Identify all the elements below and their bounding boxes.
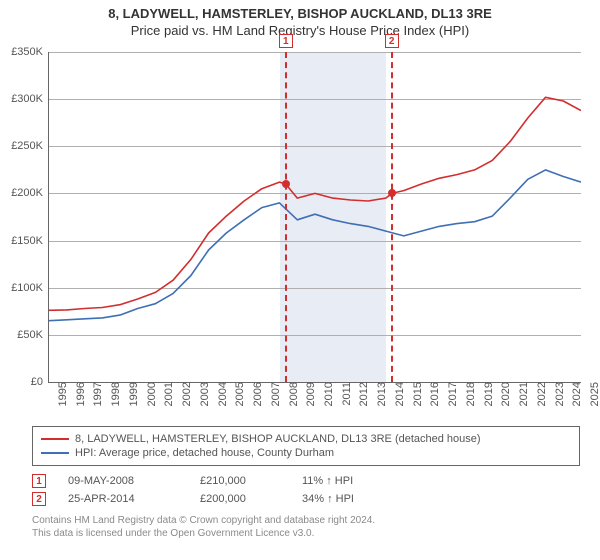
sale-hpi-delta: 34% ↑ HPI (302, 493, 392, 505)
sale-price: £200,000 (200, 493, 280, 505)
y-tick-label: £350K (11, 46, 49, 58)
x-tick-label: 2003 (195, 382, 211, 406)
x-tick-label: 2009 (301, 382, 317, 406)
x-tick-label: 2015 (408, 382, 424, 406)
x-tick-label: 2019 (479, 382, 495, 406)
series-hpi (49, 170, 581, 321)
page-subtitle: Price paid vs. HM Land Registry's House … (0, 23, 600, 38)
sale-flag-icon: 2 (32, 492, 46, 506)
series-property (49, 97, 581, 310)
y-tick-label: £50K (17, 329, 49, 341)
x-tick-label: 2018 (461, 382, 477, 406)
sale-hpi-delta: 11% ↑ HPI (302, 475, 392, 487)
x-tick-label: 1999 (124, 382, 140, 406)
x-tick-label: 2020 (496, 382, 512, 406)
sales-table: 1 09-MAY-2008 £210,000 11% ↑ HPI 2 25-APR-201… (32, 474, 580, 506)
sale-date: 09-MAY-2008 (68, 475, 178, 487)
x-tick-label: 2017 (443, 382, 459, 406)
x-tick-label: 2025 (585, 382, 600, 406)
y-tick-label: £300K (11, 93, 49, 105)
legend-swatch (41, 438, 69, 440)
y-tick-label: £150K (11, 235, 49, 247)
sale-price: £210,000 (200, 475, 280, 487)
x-tick-label: 1997 (88, 382, 104, 406)
x-tick-label: 2010 (319, 382, 335, 406)
y-tick-label: £200K (11, 187, 49, 199)
y-tick-label: £0 (31, 376, 49, 388)
series-lines (49, 52, 581, 382)
legend-label: HPI: Average price, detached house, Coun… (75, 447, 334, 459)
x-tick-label: 1995 (53, 382, 69, 406)
legend-row: 8, LADYWELL, HAMSTERLEY, BISHOP AUCKLAND… (41, 433, 571, 445)
x-tick-label: 1998 (106, 382, 122, 406)
x-tick-label: 2014 (390, 382, 406, 406)
x-tick-label: 2002 (177, 382, 193, 406)
price-chart: 12 £0£50K£100K£150K£200K£250K£300K£350K1… (48, 52, 581, 383)
x-tick-label: 2024 (567, 382, 583, 406)
x-tick-label: 2001 (159, 382, 175, 406)
page-title: 8, LADYWELL, HAMSTERLEY, BISHOP AUCKLAND… (0, 6, 600, 21)
x-tick-label: 2013 (372, 382, 388, 406)
legend-row: HPI: Average price, detached house, Coun… (41, 447, 571, 459)
x-tick-label: 2016 (425, 382, 441, 406)
x-tick-label: 2021 (514, 382, 530, 406)
x-tick-label: 2011 (337, 382, 353, 406)
y-tick-label: £100K (11, 282, 49, 294)
sale-flag-icon: 1 (32, 474, 46, 488)
x-tick-label: 2022 (532, 382, 548, 406)
legend-swatch (41, 452, 69, 454)
sale-date: 25-APR-2014 (68, 493, 178, 505)
footer-attribution: Contains HM Land Registry data © Crown c… (32, 514, 580, 540)
legend: 8, LADYWELL, HAMSTERLEY, BISHOP AUCKLAND… (32, 426, 580, 466)
legend-label: 8, LADYWELL, HAMSTERLEY, BISHOP AUCKLAND… (75, 433, 481, 445)
sale-row: 2 25-APR-2014 £200,000 34% ↑ HPI (32, 492, 580, 506)
footer-line-2: This data is licensed under the Open Gov… (32, 527, 580, 540)
x-tick-label: 2004 (213, 382, 229, 406)
sale-row: 1 09-MAY-2008 £210,000 11% ↑ HPI (32, 474, 580, 488)
x-tick-label: 2007 (266, 382, 282, 406)
x-tick-label: 2023 (550, 382, 566, 406)
x-tick-label: 2012 (354, 382, 370, 406)
x-tick-label: 2005 (230, 382, 246, 406)
footer-line-1: Contains HM Land Registry data © Crown c… (32, 514, 580, 527)
y-tick-label: £250K (11, 140, 49, 152)
x-tick-label: 1996 (71, 382, 87, 406)
x-tick-label: 2006 (248, 382, 264, 406)
x-tick-label: 2000 (142, 382, 158, 406)
x-tick-label: 2008 (284, 382, 300, 406)
